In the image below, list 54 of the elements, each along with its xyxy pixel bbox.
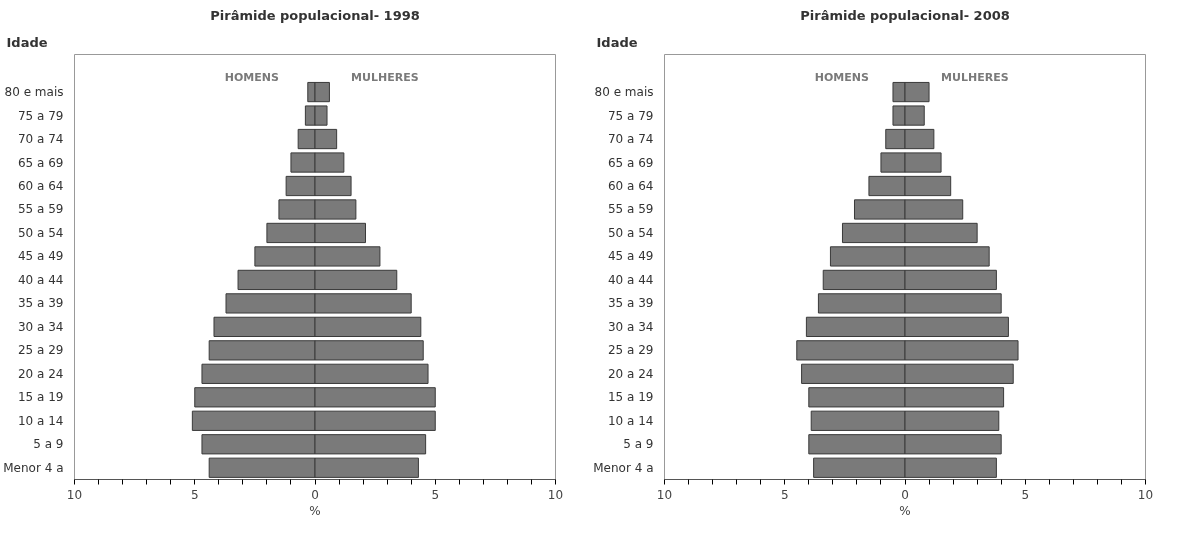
y-tick-label: 80 e mais (594, 85, 654, 100)
y-tick-label: 50 a 54 (607, 225, 654, 240)
y-tick-label: 10 a 14 (17, 413, 64, 428)
x-tick-label: 0 (901, 487, 909, 502)
y-tick-label: 65 a 69 (17, 155, 64, 170)
chart-title: Pirâmide populacional- 2008 (800, 7, 1010, 23)
y-tick-label: 30 a 34 (607, 319, 654, 334)
x-axis-title: % (899, 503, 911, 518)
x-tick-label: 10 (656, 487, 673, 502)
y-tick-label: 80 e mais (4, 85, 64, 100)
x-tick-label: 0 (311, 487, 319, 502)
y-tick-label: 5 a 9 (623, 437, 654, 452)
y-tick-label: 25 a 29 (607, 343, 654, 358)
y-tick-label: 15 a 19 (17, 390, 64, 405)
y-tick-label: 15 a 19 (607, 390, 654, 405)
y-tick-label: 45 a 49 (17, 249, 64, 264)
y-tick-label: 60 a 64 (607, 178, 654, 193)
y-tick-label: 20 a 24 (607, 366, 654, 381)
y-tick-label: 35 a 39 (607, 296, 654, 311)
x-tick-label: 10 (66, 487, 83, 502)
y-tick-label: 20 a 24 (17, 366, 64, 381)
y-tick-label: 45 a 49 (607, 249, 654, 264)
text: HOMENS (224, 71, 279, 85)
y-tick-label: 55 a 59 (607, 202, 654, 217)
y-tick-label: 40 a 44 (607, 272, 654, 287)
chart-title: Pirâmide populacional- 1998 (210, 7, 420, 23)
y-tick-label: 25 a 29 (17, 343, 64, 358)
y-axis-title: Idade (6, 34, 48, 50)
y-tick-label: 40 a 44 (17, 272, 64, 287)
x-axis-title: % (309, 503, 321, 518)
y-tick-label: Menor 4 a (593, 460, 654, 475)
y-tick-label: 70 a 74 (607, 132, 654, 147)
x-tick-label: 5 (190, 487, 199, 502)
x-tick-label: 10 (1137, 487, 1154, 502)
y-tick-label: 35 a 39 (17, 296, 64, 311)
x-tick-label: 10 (547, 487, 564, 502)
x-tick-label: 5 (780, 487, 789, 502)
y-tick-label: 50 a 54 (17, 225, 64, 240)
y-tick-label: 75 a 79 (17, 108, 64, 123)
x-tick-label: 5 (431, 487, 440, 502)
x-tick-label: 5 (1021, 487, 1030, 502)
y-tick-label: 60 a 64 (17, 178, 64, 193)
y-tick-label: 70 a 74 (17, 132, 64, 147)
y-axis-title: Idade (596, 34, 638, 50)
y-tick-label: 30 a 34 (17, 319, 64, 334)
series-label: MULHERES (351, 71, 419, 85)
y-tick-label: Menor 4 a (3, 460, 64, 475)
series-label: MULHERES (941, 71, 1009, 85)
y-tick-label: 5 a 9 (33, 437, 64, 452)
y-tick-label: 65 a 69 (607, 155, 654, 170)
y-tick-label: 75 a 79 (607, 108, 654, 123)
text: HOMENS (814, 71, 869, 85)
y-tick-label: 55 a 59 (17, 202, 64, 217)
y-tick-label: 10 a 14 (607, 413, 654, 428)
